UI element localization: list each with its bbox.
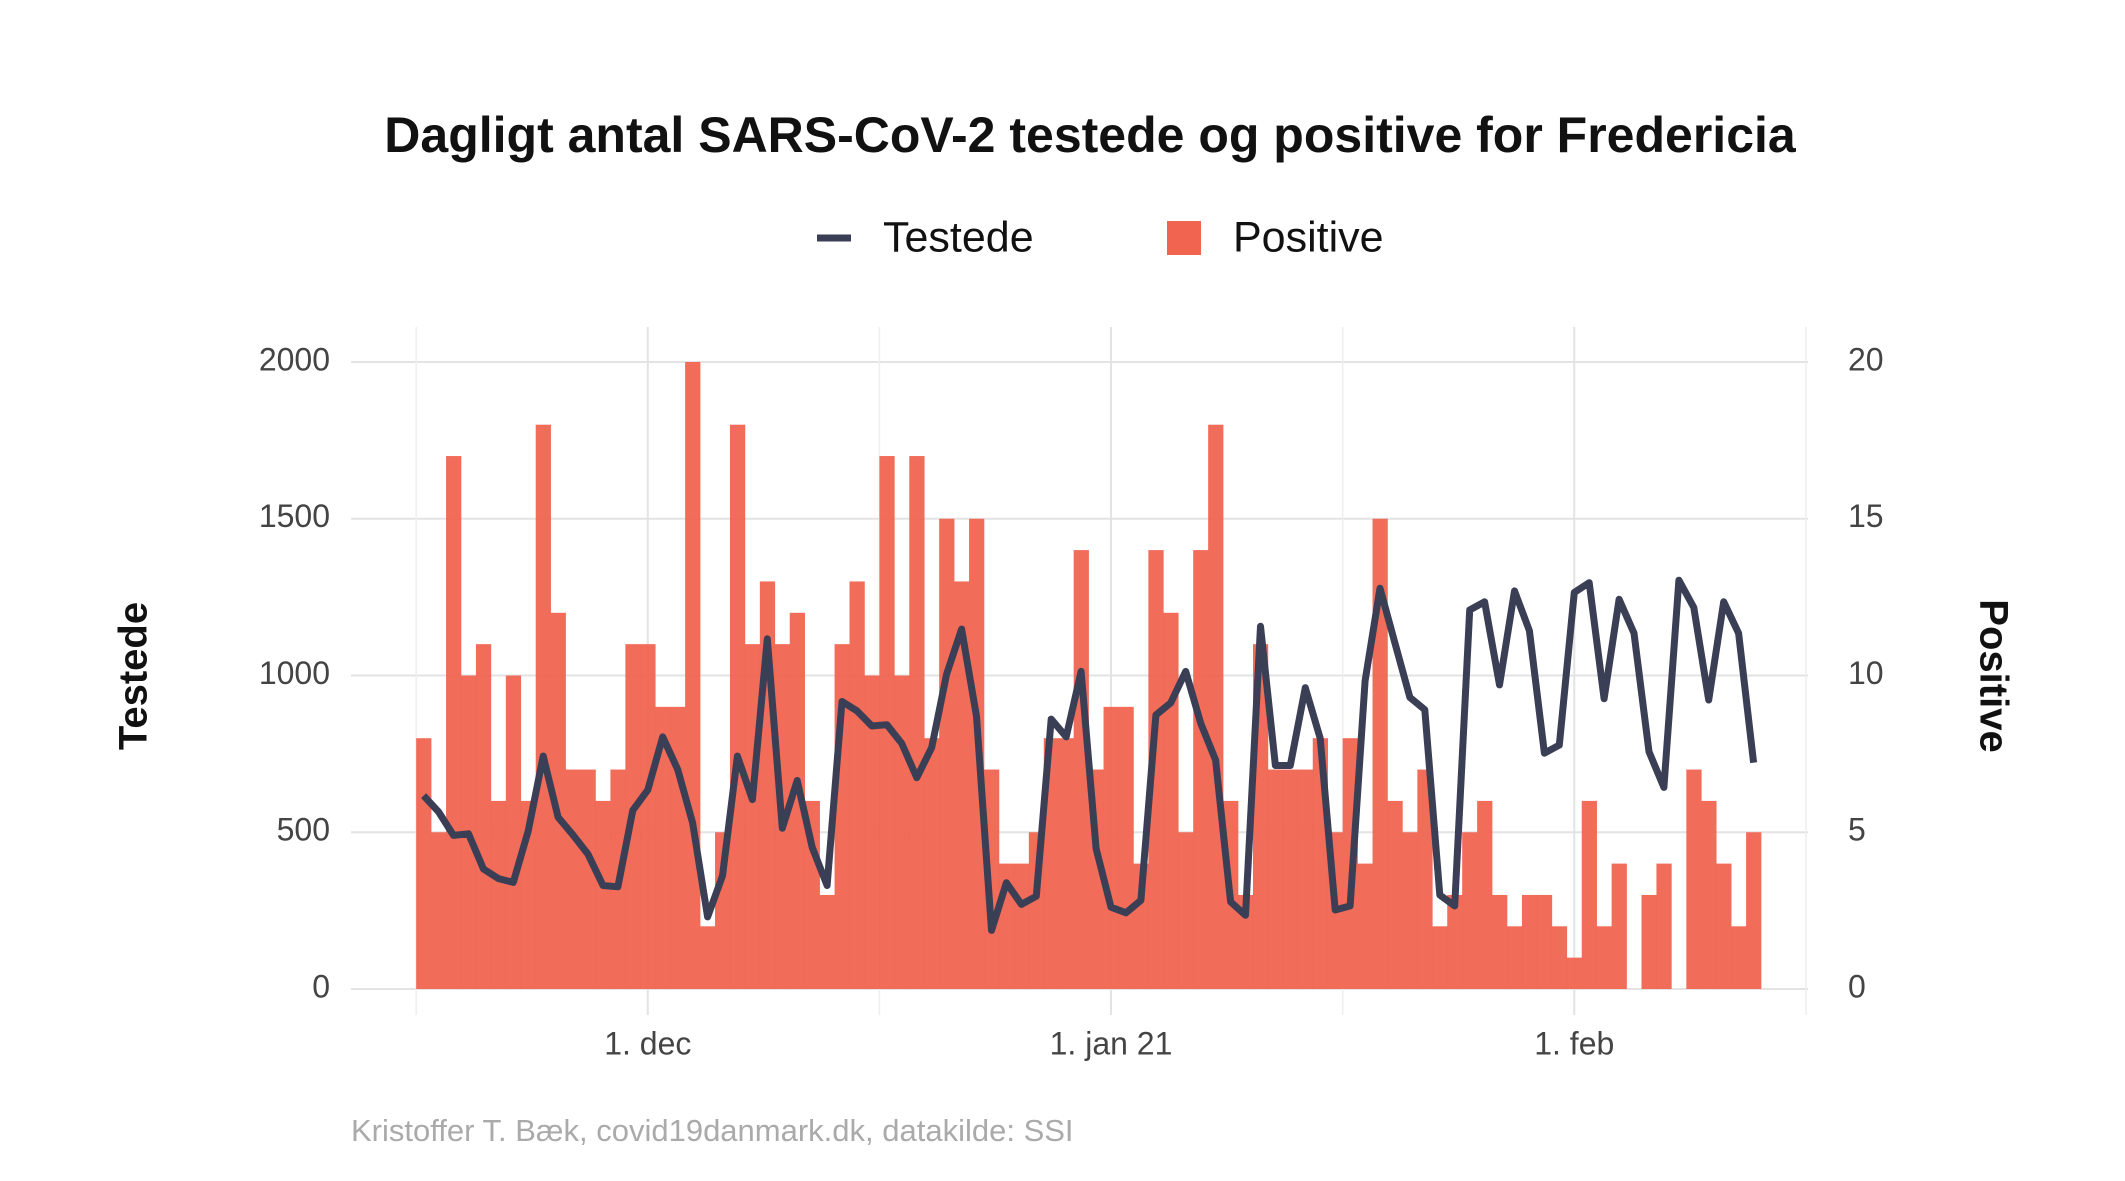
bar (640, 644, 656, 989)
bar (1073, 550, 1089, 989)
bar (729, 424, 746, 989)
bar (550, 612, 566, 989)
y2-tick-label: 5 (1848, 812, 1866, 848)
bar (1013, 863, 1030, 989)
bar (416, 738, 432, 989)
bar (1611, 863, 1627, 989)
bar (1492, 894, 1508, 989)
bar (894, 675, 910, 989)
bar (1372, 518, 1388, 989)
bar (1462, 832, 1478, 989)
bar (834, 644, 850, 989)
bar (1521, 894, 1538, 989)
chart-title: Dagligt antal SARS-CoV-2 testede og posi… (384, 107, 1797, 163)
bar (909, 456, 925, 989)
y-axis-title: Testede (112, 602, 156, 750)
bar (565, 769, 581, 989)
bar (1193, 550, 1209, 989)
bar (984, 769, 1000, 989)
bar (1581, 800, 1597, 989)
bar (535, 424, 551, 989)
bar (1686, 769, 1702, 989)
legend-swatch (1167, 221, 1201, 255)
legend-label: Positive (1233, 213, 1384, 261)
bar (1701, 800, 1717, 989)
bar (1566, 957, 1583, 989)
caption: Kristoffer T. Bæk, covid19danmark.dk, da… (351, 1113, 1074, 1148)
y2-tick-label: 20 (1848, 341, 1884, 377)
bar (1402, 832, 1418, 989)
bar (1387, 800, 1403, 989)
bar (1058, 738, 1074, 989)
bar (864, 675, 880, 989)
bar (685, 362, 701, 989)
bar (655, 706, 671, 989)
bar (1267, 769, 1284, 989)
x-tick-label: 1. dec (604, 1025, 691, 1061)
bar (1477, 800, 1493, 989)
bar (670, 706, 686, 989)
bar (1133, 863, 1149, 989)
bar (1297, 769, 1314, 989)
bar (1746, 832, 1762, 989)
bar (744, 644, 761, 989)
bar (789, 612, 805, 989)
y-tick-label: 2000 (259, 341, 330, 377)
bar (505, 675, 522, 989)
bar (475, 644, 492, 989)
bar (490, 800, 507, 989)
y2-tick-label: 15 (1848, 498, 1884, 534)
bar (1103, 706, 1119, 989)
bar (431, 832, 447, 989)
x-tick-label: 1. feb (1534, 1025, 1614, 1061)
y2-tick-label: 0 (1848, 968, 1866, 1004)
bar (595, 800, 611, 989)
bar (1641, 894, 1657, 989)
y-tick-label: 0 (312, 968, 330, 1004)
bar (924, 738, 940, 989)
bar (1447, 894, 1463, 989)
x-tick-label: 1. jan 21 (1050, 1025, 1173, 1061)
bar (1357, 863, 1373, 989)
bar (1178, 832, 1194, 989)
y-tick-label: 500 (277, 812, 330, 848)
bar (1282, 769, 1299, 989)
bar (1596, 926, 1612, 989)
bar (700, 926, 716, 989)
legend-label: Testede (883, 213, 1034, 261)
bar (939, 518, 955, 989)
bar (1163, 612, 1179, 989)
y-tick-label: 1000 (259, 655, 330, 691)
bar (819, 894, 835, 989)
bar (1238, 894, 1254, 989)
bar (954, 581, 970, 989)
bar (1432, 926, 1448, 989)
bar (580, 769, 596, 989)
bar (1148, 550, 1164, 989)
y2-tick-label: 10 (1848, 655, 1884, 691)
bar (1731, 926, 1747, 989)
bar (849, 581, 865, 989)
bar (1208, 424, 1224, 989)
y2-axis-title: Positive (1971, 599, 2015, 752)
bar (1507, 926, 1523, 989)
bar (1551, 926, 1568, 989)
bar (1118, 706, 1134, 989)
bar (1716, 863, 1732, 989)
bar (1656, 863, 1672, 989)
line (421, 576, 1758, 934)
bar (1417, 769, 1433, 989)
bar (1536, 894, 1553, 989)
bar (446, 456, 462, 989)
y-tick-label: 1500 (259, 498, 330, 534)
